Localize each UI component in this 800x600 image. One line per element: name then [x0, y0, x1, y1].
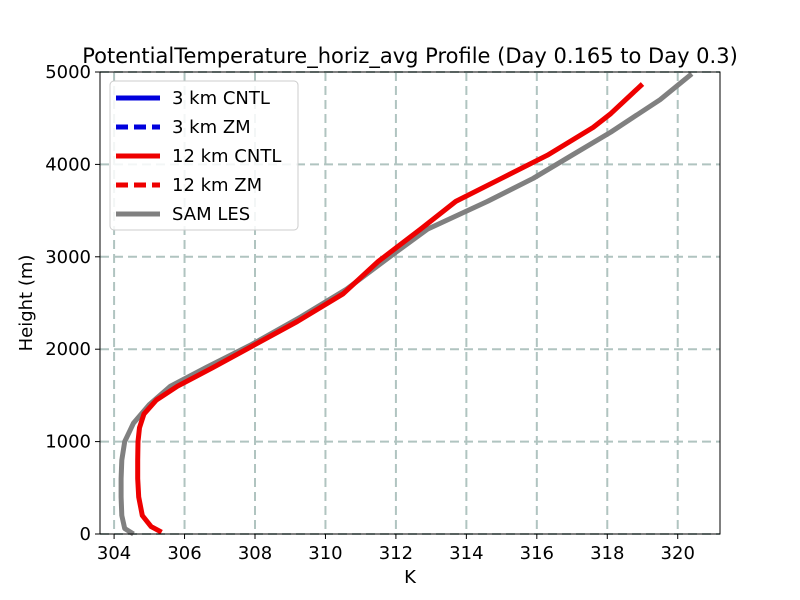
plot-area-frame — [99, 71, 721, 535]
y-tick-label: 4000 — [45, 154, 91, 175]
y-tick-label: 1000 — [45, 432, 91, 453]
legend-label: 3 km CNTL — [172, 88, 270, 109]
x-axis-ticks: 304 306 308 310 312 314 316 318 320 — [97, 534, 695, 564]
y-axis-ticks: 0 1000 2000 3000 4000 5000 — [45, 62, 100, 545]
x-tick-label: 310 — [308, 543, 342, 564]
series-lines — [118, 71, 694, 537]
x-tick-label: 304 — [97, 543, 131, 564]
series-line-sam-les — [118, 71, 694, 537]
y-tick-label: 2000 — [45, 339, 91, 360]
y-tick-label: 5000 — [45, 62, 91, 83]
y-axis-label: Height (m) — [16, 255, 37, 352]
chart-title: PotentialTemperature_horiz_avg Profile (… — [82, 44, 738, 69]
legend-label: SAM LES — [172, 204, 250, 225]
x-tick-label: 320 — [661, 543, 695, 564]
legend-label: 12 km CNTL — [172, 146, 281, 167]
legend-label: 3 km ZM — [172, 117, 251, 138]
x-tick-label: 312 — [379, 543, 413, 564]
x-axis-label: K — [404, 567, 417, 588]
series-line-12-km-cntl — [135, 82, 645, 535]
x-tick-label: 316 — [520, 543, 554, 564]
legend-box — [109, 80, 299, 231]
legend: 3 km CNTL 3 km ZM 12 km CNTL 12 km ZM SAM LE… — [109, 80, 299, 231]
y-tick-label: 0 — [80, 524, 91, 545]
x-tick-label: 308 — [238, 543, 272, 564]
y-tick-label: 3000 — [45, 247, 91, 268]
legend-label: 12 km ZM — [172, 175, 262, 196]
x-tick-label: 318 — [590, 543, 624, 564]
x-tick-label: 314 — [449, 543, 483, 564]
x-tick-label: 306 — [167, 543, 201, 564]
